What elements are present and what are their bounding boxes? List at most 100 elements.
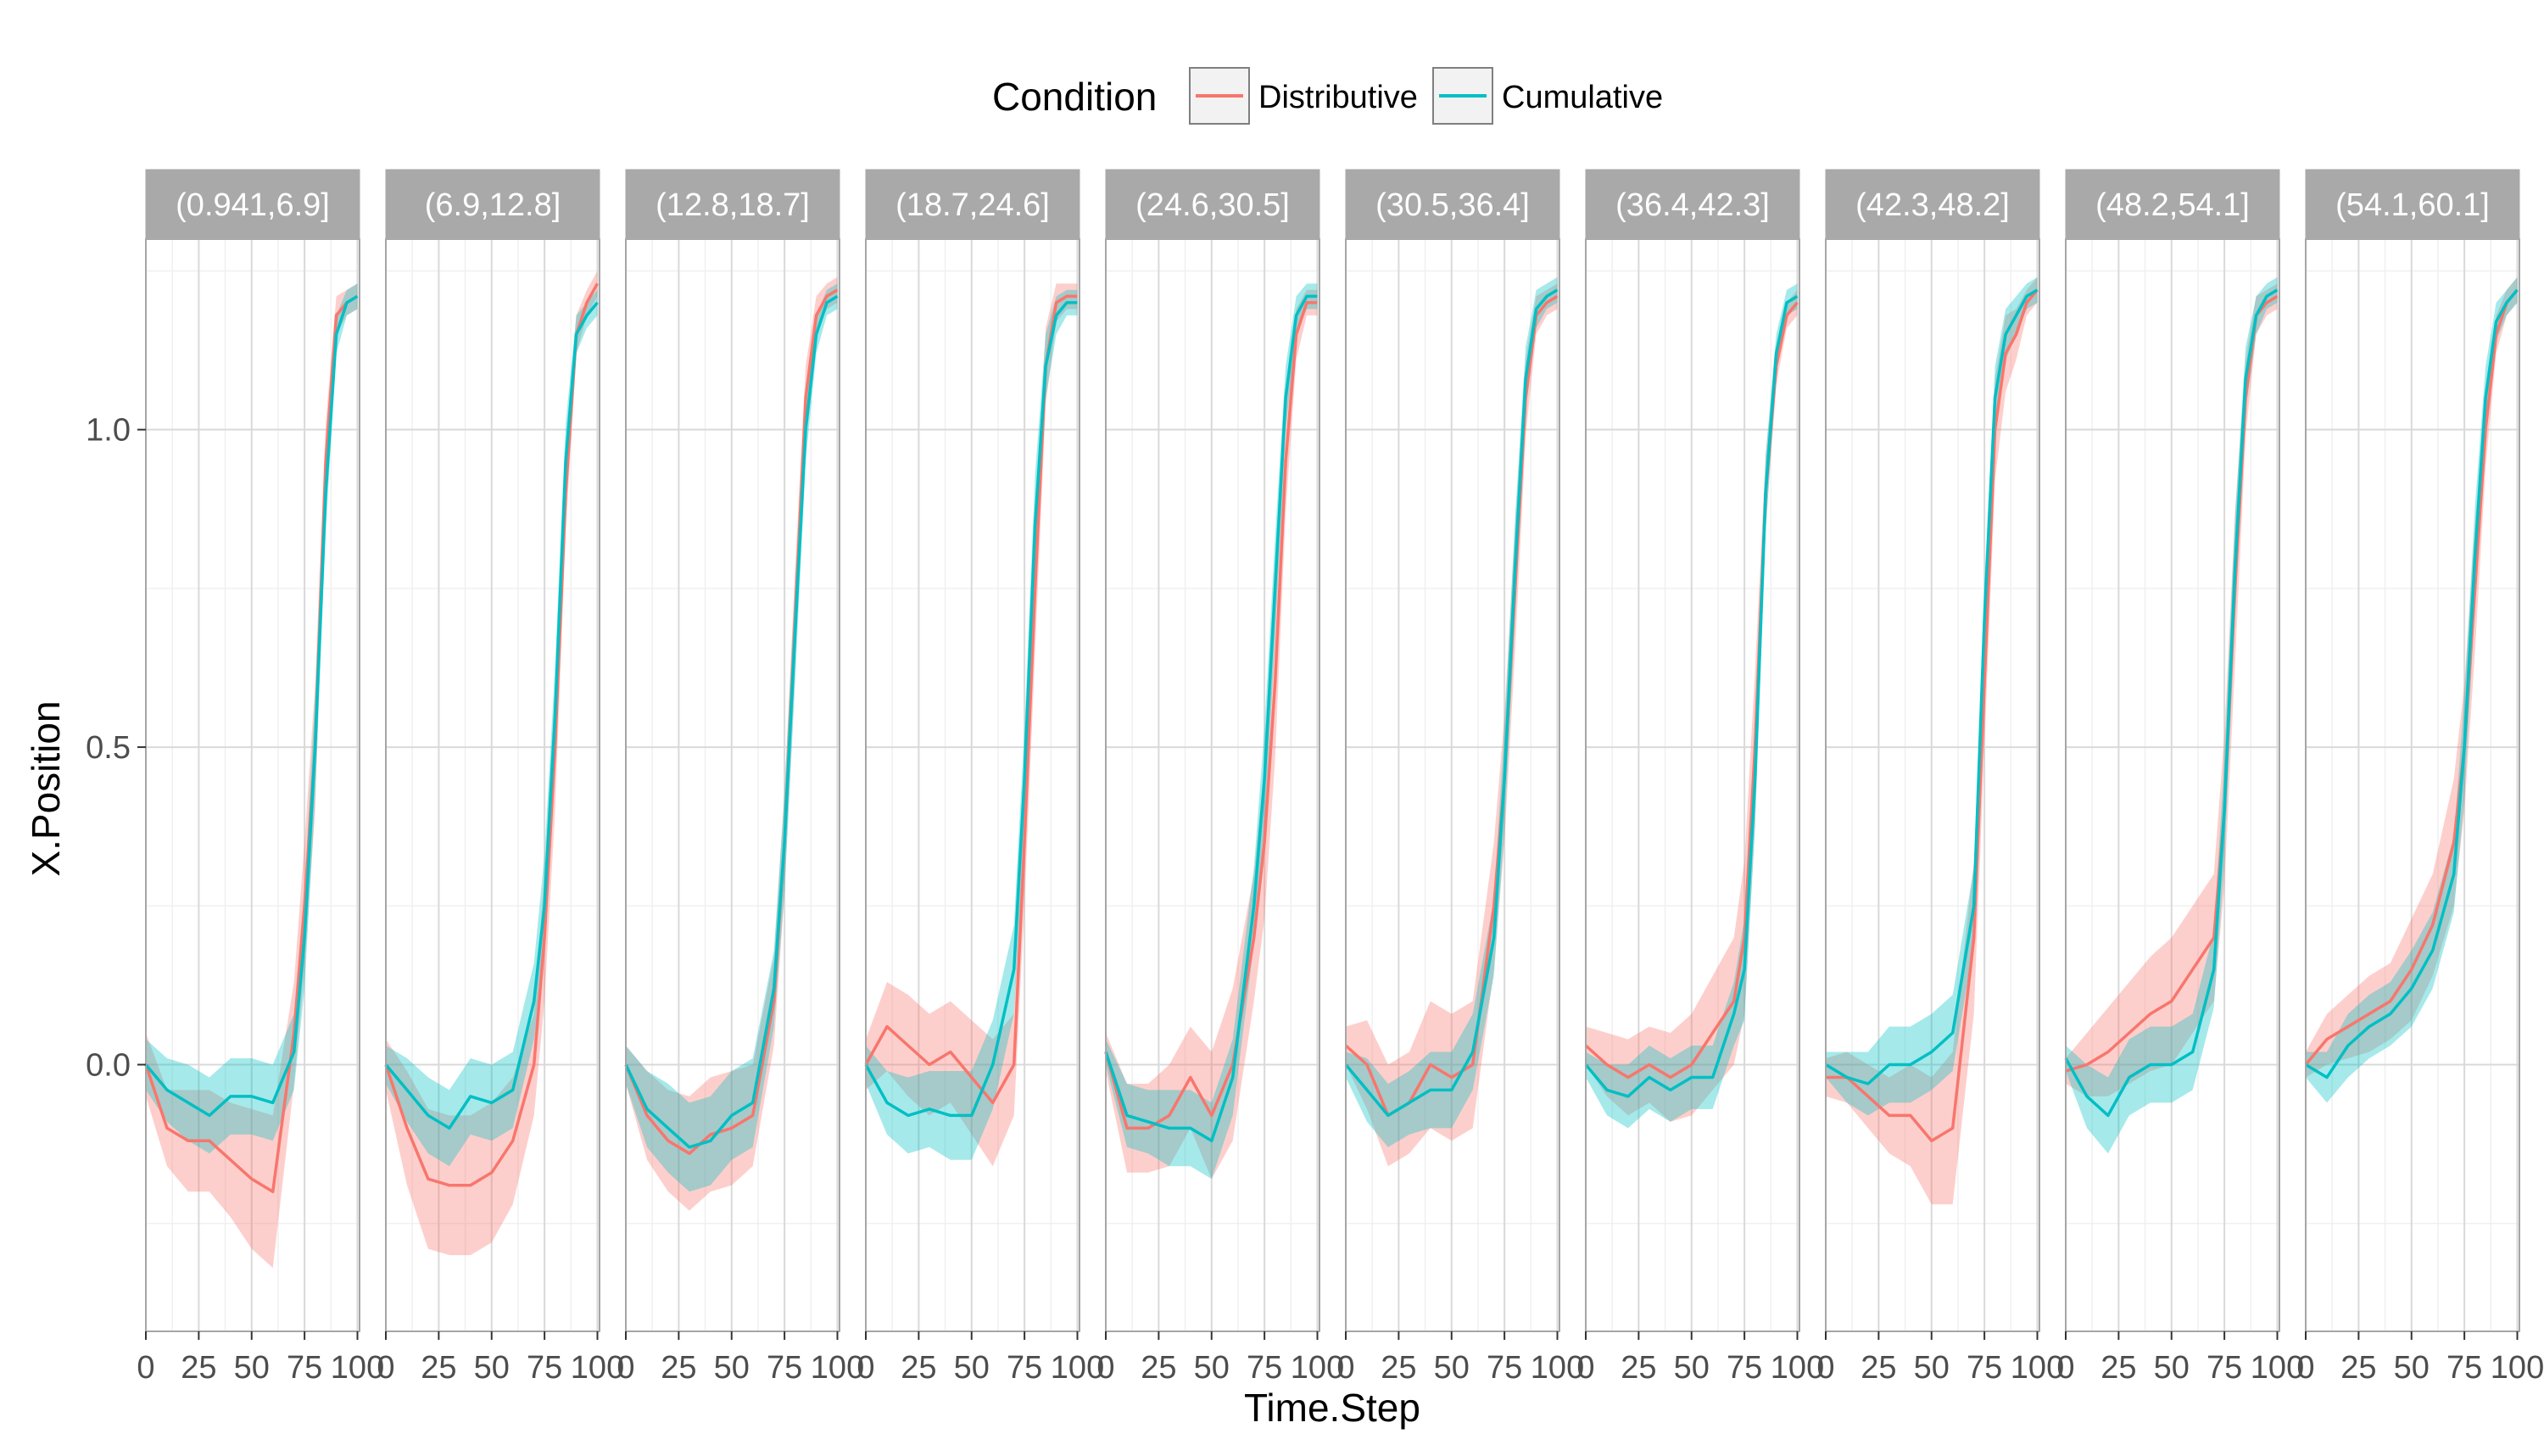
- facet-strip: [385, 169, 600, 240]
- y-axis-title: X.Position: [24, 700, 68, 876]
- facet-strip-label: (18.7,24.6]: [895, 187, 1050, 223]
- y-tick-label: 0.5: [86, 730, 131, 766]
- confidence-band-distributive: [1106, 289, 1318, 1180]
- x-tick-label: 0: [2296, 1350, 2314, 1386]
- x-tick-label: 25: [661, 1350, 696, 1386]
- facet-panel: (0.941,6.9] 0 25 50 75 100: [137, 169, 384, 1386]
- confidence-band-cumulative: [626, 283, 838, 1192]
- facet-strip: [2305, 169, 2520, 240]
- facet-strip: [1345, 169, 1560, 240]
- x-tick-label: 0: [137, 1350, 154, 1386]
- x-tick-label: 25: [2340, 1350, 2376, 1386]
- facet-strip: [1585, 169, 1800, 240]
- x-tick-label: 25: [901, 1350, 936, 1386]
- panel-background: [1586, 239, 1799, 1331]
- x-tick-label: 50: [474, 1350, 510, 1386]
- confidence-band-cumulative: [866, 289, 1078, 1160]
- x-tick-label: 50: [2394, 1350, 2430, 1386]
- x-tick-label: 75: [1487, 1350, 1522, 1386]
- y-tick-label: 0.0: [86, 1047, 131, 1083]
- series-line-cumulative: [1104, 294, 1318, 1143]
- x-tick-label: 100: [811, 1350, 864, 1386]
- panel-background: [386, 239, 600, 1331]
- series-line-cumulative: [1584, 294, 1799, 1098]
- x-tick-label: 25: [1861, 1350, 1896, 1386]
- legend-key-cumulative: [1432, 67, 1493, 125]
- x-tick-label: 50: [714, 1350, 750, 1386]
- series-line-distributive: [2304, 288, 2519, 1066]
- series-line-cumulative: [1344, 288, 1559, 1118]
- facet-strip: [145, 169, 360, 240]
- x-tick-label: 0: [1096, 1350, 1114, 1386]
- series-line-distributive: [624, 288, 839, 1156]
- panel-background: [866, 239, 1080, 1331]
- x-tick-label: 100: [2251, 1350, 2304, 1386]
- x-tick-label: 25: [1141, 1350, 1176, 1386]
- x-tick-label: 50: [234, 1350, 270, 1386]
- facet-strip: [625, 169, 840, 240]
- facet-panel: (54.1,60.1] 0 25 50 75 100: [2296, 169, 2544, 1386]
- facet-panel: (12.8,18.7] 0 25 50 75 100: [616, 169, 864, 1386]
- confidence-band-distributive: [146, 283, 358, 1269]
- series-line-distributive: [864, 294, 1078, 1105]
- x-tick-label: 50: [1194, 1350, 1230, 1386]
- x-tick-label: 0: [2056, 1350, 2074, 1386]
- facet-strip-label: (12.8,18.7]: [656, 187, 810, 223]
- x-tick-label: 75: [527, 1350, 562, 1386]
- x-tick-label: 75: [287, 1350, 322, 1386]
- x-tick-label: 75: [1247, 1350, 1282, 1386]
- x-tick-label: 75: [1727, 1350, 1762, 1386]
- x-tick-label: 100: [2011, 1350, 2064, 1386]
- x-tick-label: 75: [767, 1350, 802, 1386]
- facet-panel: (24.6,30.5] 0 25 50 75 100: [1096, 169, 1344, 1386]
- x-tick-label: 100: [571, 1350, 624, 1386]
- facet-strip-label: (54.1,60.1]: [2335, 187, 2490, 223]
- facet-panel: (36.4,42.3] 0 25 50 75 100: [1576, 169, 1824, 1386]
- confidence-band-cumulative: [1346, 276, 1558, 1147]
- facet-strip: [1105, 169, 1320, 240]
- facet-strip: [2065, 169, 2280, 240]
- x-tick-label: 25: [1621, 1350, 1656, 1386]
- facet-strip-label: (0.941,6.9]: [176, 187, 330, 223]
- series-line-cumulative: [624, 294, 839, 1149]
- x-tick-label: 75: [1967, 1350, 2002, 1386]
- x-tick-label: 100: [2491, 1350, 2544, 1386]
- series-line-cumulative: [144, 294, 359, 1118]
- x-tick-label: 25: [2100, 1350, 2136, 1386]
- x-tick-label: 100: [331, 1350, 384, 1386]
- series-line-cumulative: [864, 301, 1078, 1118]
- facet-panel: (48.2,54.1] 0 25 50 75 100: [2056, 169, 2304, 1386]
- x-tick-label: 0: [377, 1350, 394, 1386]
- facet-strip-label: (42.3,48.2]: [1855, 187, 2010, 223]
- panel-background: [146, 239, 360, 1331]
- facet-strip-label: (24.6,30.5]: [1135, 187, 1290, 223]
- confidence-band-cumulative: [1106, 283, 1318, 1180]
- facet-strip: [1825, 169, 2040, 240]
- x-tick-label: 0: [1576, 1350, 1594, 1386]
- x-tick-label: 0: [1816, 1350, 1834, 1386]
- facet-strip-label: (36.4,42.3]: [1615, 187, 1770, 223]
- x-tick-label: 50: [1914, 1350, 1950, 1386]
- x-tick-label: 100: [1531, 1350, 1584, 1386]
- facet-strip-label: (6.9,12.8]: [425, 187, 561, 223]
- facet-strip-label: (30.5,36.4]: [1375, 187, 1530, 223]
- x-tick-label: 100: [1771, 1350, 1824, 1386]
- confidence-band-distributive: [1346, 283, 1558, 1167]
- x-tick-label: 50: [2154, 1350, 2190, 1386]
- legend-label-distributive: Distributive: [1258, 80, 1418, 115]
- x-tick-label: 75: [1007, 1350, 1042, 1386]
- x-tick-label: 100: [1051, 1350, 1104, 1386]
- x-tick-label: 0: [1336, 1350, 1354, 1386]
- facet-panel: (18.7,24.6] 0 25 50 75 100: [856, 169, 1104, 1386]
- x-tick-label: 0: [856, 1350, 874, 1386]
- facet-panel: (30.5,36.4] 0 25 50 75 100: [1336, 169, 1584, 1386]
- x-tick-label: 50: [1674, 1350, 1710, 1386]
- series-line-distributive: [1826, 288, 2039, 1143]
- facet-panel: (42.3,48.2] 0 25 50 75 100: [1816, 169, 2064, 1386]
- series-line-cumulative: [384, 301, 599, 1130]
- x-tick-label: 75: [2206, 1350, 2242, 1386]
- x-tick-label: 75: [2446, 1350, 2482, 1386]
- facet-strip: [865, 169, 1080, 240]
- x-tick-label: 0: [616, 1350, 634, 1386]
